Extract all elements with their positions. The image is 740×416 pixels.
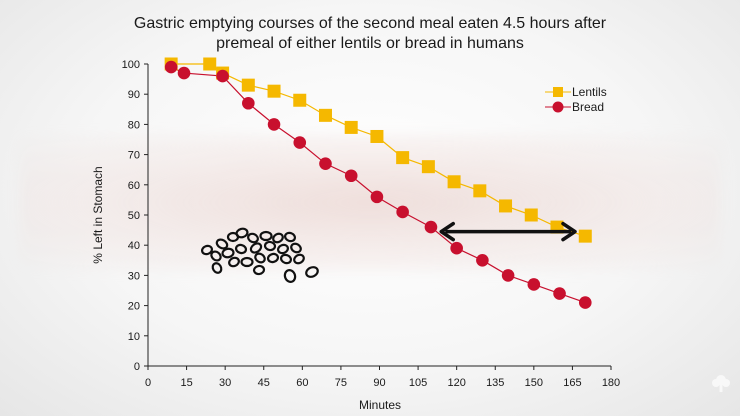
data-point-bread	[164, 60, 178, 74]
data-point-bread	[177, 66, 191, 80]
chart-title: Gastric emptying courses of the second m…	[120, 14, 620, 54]
axes	[147, 64, 611, 367]
data-point-bread	[476, 253, 489, 267]
y-axis-label: % Left in Stomach	[91, 166, 105, 263]
x-tick-label: 45	[258, 377, 270, 389]
y-tick-label: 0	[134, 361, 140, 373]
y-tick-label: 60	[128, 180, 140, 192]
data-point-lentils	[524, 208, 538, 222]
data-point-lentils	[499, 199, 513, 213]
data-point-lentils	[267, 84, 281, 98]
tree-icon	[712, 375, 730, 392]
x-tick-label: 165	[563, 377, 581, 389]
data-point-lentils	[318, 108, 332, 122]
x-tick-label: 105	[409, 377, 427, 389]
x-tick-label: 180	[602, 377, 620, 389]
y-tick-label: 30	[128, 270, 140, 282]
x-tick-label: 60	[296, 377, 308, 389]
data-point-bread	[553, 287, 566, 300]
x-tick-label: 75	[335, 377, 347, 389]
data-point-bread	[344, 169, 358, 183]
data-point-bread	[501, 269, 515, 282]
background-band	[20, 135, 720, 270]
y-tick-label: 70	[128, 150, 140, 162]
chart-title-line-1: Gastric emptying courses of the second m…	[133, 15, 607, 32]
data-point-bread	[424, 220, 438, 234]
data-point-lentils	[473, 184, 487, 198]
x-tick-label: 0	[145, 377, 151, 389]
x-ticks: 0 15 30 45 60 75 90 105 120 135 150 165 180	[145, 366, 620, 389]
y-tick-label: 100	[122, 59, 140, 71]
data-point-lentils	[241, 78, 255, 92]
data-point-lentils	[421, 160, 435, 174]
data-point-lentils	[396, 151, 410, 165]
data-point-lentils	[293, 93, 307, 107]
arrow-head-left	[439, 221, 455, 242]
data-point-bread	[527, 278, 541, 291]
arrow-head-right	[561, 221, 577, 242]
data-point-bread	[319, 157, 332, 170]
x-tick-label: 90	[373, 377, 385, 389]
legend: Lentils Bread	[545, 85, 607, 114]
y-tick-label: 50	[128, 210, 140, 222]
data-point-bread	[293, 136, 307, 149]
x-tick-label: 135	[486, 377, 504, 389]
series-line-lentils	[171, 63, 586, 237]
y-tick-label: 90	[128, 89, 140, 101]
legend-label-lentils: Lentils	[572, 85, 607, 99]
y-tick-label: 40	[128, 240, 140, 252]
data-point-bread	[578, 296, 592, 309]
x-tick-label: 120	[447, 377, 465, 389]
y-tick-label: 10	[128, 331, 140, 343]
data-point-bread	[370, 190, 384, 204]
data-point-lentils	[578, 229, 592, 243]
double-arrow-annotation	[439, 221, 577, 242]
data-point-bread	[267, 118, 281, 131]
data-point-lentils	[447, 175, 461, 189]
chart-title-line-2: premeal of either lentils or bread in hu…	[216, 35, 524, 52]
lentils-drawing	[201, 227, 319, 283]
y-tick-label: 20	[128, 301, 140, 313]
x-tick-label: 15	[180, 377, 192, 389]
x-tick-label: 150	[525, 377, 543, 389]
y-tick-label: 80	[128, 119, 140, 131]
data-point-lentils	[203, 57, 217, 71]
x-tick-label: 30	[219, 377, 231, 389]
y-ticks: 0 10 20 30 40 50 60 70 80 90 100	[122, 59, 148, 373]
series-markers	[164, 57, 592, 309]
data-point-lentils	[370, 129, 384, 143]
data-point-bread	[216, 69, 229, 83]
data-point-bread	[450, 241, 463, 255]
legend-label-bread: Bread	[572, 100, 604, 114]
data-point-bread	[242, 96, 255, 110]
data-point-lentils	[344, 120, 358, 134]
data-point-bread	[396, 205, 409, 219]
x-axis-label: Minutes	[359, 398, 401, 412]
